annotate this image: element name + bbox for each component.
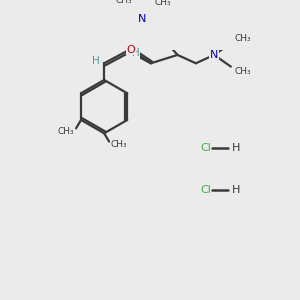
Text: H: H: [232, 143, 240, 153]
Text: CH₃: CH₃: [116, 0, 133, 5]
Text: CH₃: CH₃: [234, 67, 251, 76]
Text: CH₃: CH₃: [58, 127, 74, 136]
Text: CH₃: CH₃: [111, 140, 128, 149]
Text: H: H: [92, 56, 100, 66]
Text: CH₃: CH₃: [234, 34, 251, 43]
Text: Cl: Cl: [200, 143, 211, 153]
Text: N: N: [138, 14, 147, 24]
Text: N: N: [210, 50, 218, 60]
Text: H: H: [232, 185, 240, 195]
Text: CH₃: CH₃: [154, 0, 171, 7]
Text: H: H: [132, 48, 140, 58]
Text: Cl: Cl: [200, 185, 211, 195]
Text: O: O: [127, 45, 135, 55]
